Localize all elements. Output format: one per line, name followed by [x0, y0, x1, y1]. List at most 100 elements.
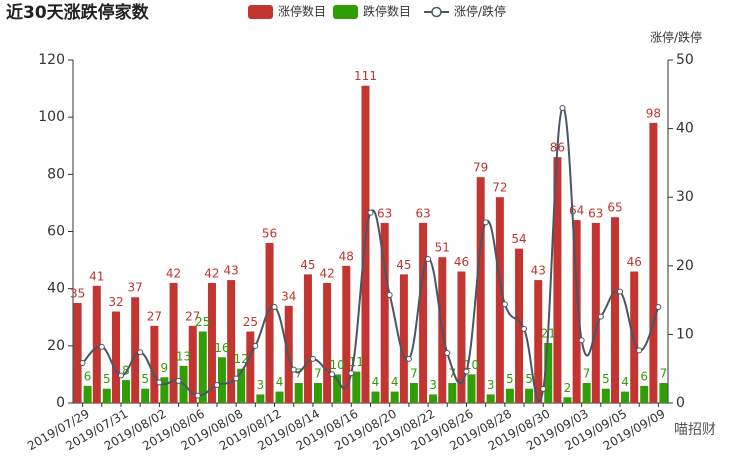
- bar: [150, 325, 159, 403]
- line-point: [367, 209, 374, 216]
- line-point: [271, 303, 278, 310]
- data-label: 72: [492, 181, 507, 195]
- data-label: 48: [339, 249, 354, 263]
- data-label: 43: [531, 264, 546, 278]
- data-label: 63: [377, 206, 392, 220]
- data-label: 13: [176, 349, 191, 363]
- bar: [534, 280, 543, 403]
- bar: [169, 282, 178, 403]
- legend-swatch: [431, 6, 442, 18]
- data-label: 5: [103, 372, 111, 386]
- bar: [591, 222, 600, 403]
- line-point: [597, 313, 604, 320]
- line-point: [213, 381, 220, 388]
- data-label: 5: [506, 372, 514, 386]
- data-label: 12: [234, 352, 249, 366]
- y-tick-label: 60: [47, 224, 65, 240]
- data-label: 63: [588, 206, 603, 220]
- data-label: 7: [314, 366, 322, 380]
- data-label: 27: [185, 309, 200, 323]
- line-point: [137, 349, 144, 356]
- bar: [73, 302, 82, 403]
- data-label: 7: [410, 366, 418, 380]
- data-label: 3: [487, 378, 495, 392]
- bar: [429, 394, 438, 403]
- data-label: 25: [195, 315, 210, 329]
- data-label: 42: [319, 266, 334, 280]
- bar: [83, 385, 92, 403]
- data-label: 79: [473, 161, 488, 175]
- bar: [294, 382, 303, 403]
- y-tick-label: 0: [56, 395, 65, 411]
- data-label: 45: [300, 258, 315, 272]
- line-point: [98, 343, 105, 350]
- bar: [141, 388, 150, 403]
- bar: [525, 388, 534, 403]
- data-label: 34: [281, 289, 296, 303]
- bar: [121, 380, 130, 403]
- data-label: 46: [454, 255, 469, 269]
- line-point: [501, 301, 508, 308]
- line-point: [156, 379, 163, 386]
- line-point: [559, 105, 566, 112]
- bar: [352, 371, 361, 403]
- data-label: 98: [646, 106, 661, 120]
- data-label: 10: [329, 358, 344, 372]
- bar: [333, 374, 342, 403]
- data-label: 7: [295, 366, 303, 380]
- data-label: 7: [448, 366, 456, 380]
- y-tick-label: 100: [38, 109, 65, 125]
- bar: [198, 331, 207, 403]
- data-label: 37: [128, 281, 143, 295]
- bar: [188, 325, 197, 403]
- line-point: [521, 325, 528, 332]
- data-label: 43: [224, 264, 239, 278]
- y2-axis-label: 涨停/跌停: [650, 30, 702, 45]
- line-point: [405, 355, 412, 362]
- line-point: [79, 360, 86, 367]
- bar: [246, 331, 255, 403]
- y2-tick-label: 10: [676, 326, 694, 342]
- bar: [131, 297, 140, 403]
- line-point: [175, 377, 182, 384]
- bar: [649, 122, 658, 403]
- bar: [572, 220, 581, 403]
- data-label: 3: [429, 378, 437, 392]
- y2-tick-label: 30: [676, 189, 694, 205]
- y2-tick-label: 20: [676, 258, 694, 274]
- data-label: 42: [204, 266, 219, 280]
- data-label: 3: [257, 378, 265, 392]
- legend-label: 涨停/跌停: [454, 4, 506, 19]
- data-label: 6: [640, 369, 648, 383]
- bar: [601, 388, 610, 403]
- data-label: 6: [84, 369, 92, 383]
- data-label: 42: [166, 266, 181, 280]
- data-label: 45: [396, 258, 411, 272]
- bar: [659, 382, 668, 403]
- bar: [457, 271, 466, 403]
- bar: [303, 274, 312, 403]
- line-point: [309, 355, 316, 362]
- line: [81, 106, 660, 403]
- data-label: 56: [262, 226, 277, 240]
- bar: [342, 265, 351, 403]
- bar: [227, 280, 236, 403]
- data-label: 35: [70, 286, 85, 300]
- bar: [380, 222, 389, 403]
- legend-swatch: [333, 5, 358, 19]
- line-point: [425, 255, 432, 262]
- bar: [275, 391, 284, 403]
- data-label: 63: [415, 206, 430, 220]
- bar: [476, 177, 485, 403]
- bar: [486, 394, 495, 403]
- chart-title: 近30天涨跌停家数: [6, 2, 150, 23]
- bar: [515, 248, 524, 403]
- bar: [544, 342, 553, 403]
- data-label: 2: [564, 381, 572, 395]
- line-point: [578, 337, 585, 344]
- data-label: 16: [214, 341, 229, 355]
- data-label: 4: [621, 375, 629, 389]
- bar: [553, 157, 562, 403]
- data-label: 25: [243, 315, 258, 329]
